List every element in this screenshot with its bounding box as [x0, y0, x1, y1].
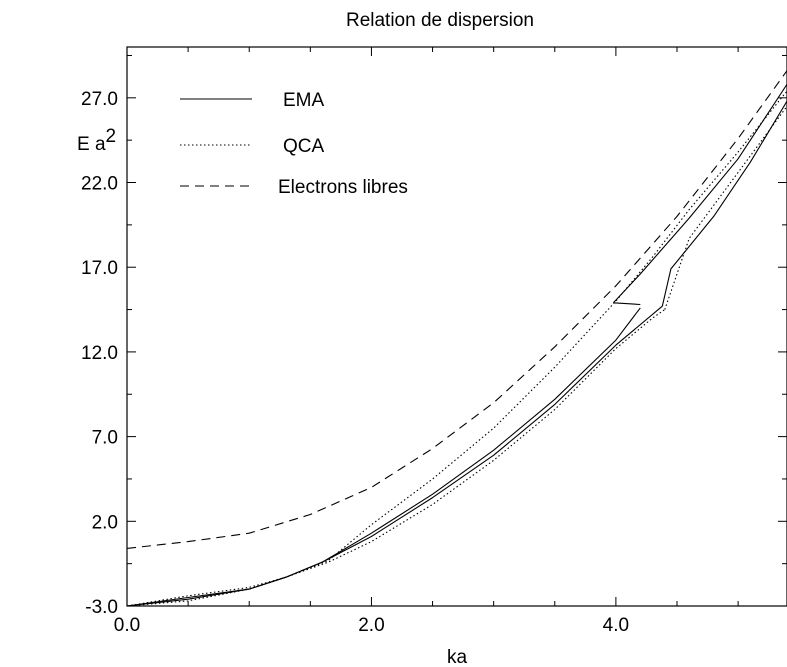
x-axis-label: ka: [447, 647, 468, 667]
series-electrons-libres: [126, 70, 787, 549]
y-tick-label: 22.0: [81, 174, 118, 195]
y-axis-label-main: E a: [77, 134, 106, 155]
series-line-ema: [661, 100, 787, 307]
series-line-qca: [126, 309, 666, 607]
y-tick-label: 2.0: [92, 512, 118, 533]
legend-label-ema: EMA: [283, 90, 325, 111]
x-tick-label: 0.0: [114, 615, 140, 636]
x-axis-tick-labels: 0.0 2.0 4.0: [114, 615, 629, 636]
series-line-ema: [613, 302, 641, 306]
series-line-ema: [126, 307, 641, 607]
legend-label-electrons-libres: Electrons libres: [278, 177, 408, 198]
series-line-qca: [664, 105, 787, 310]
series-qca: [126, 90, 787, 607]
y-axis-label-exponent: 2: [106, 126, 117, 147]
legend: EMA QCA Electrons libres: [180, 90, 408, 198]
x-tick-label: 2.0: [358, 615, 384, 636]
series-line-qca: [126, 90, 787, 607]
y-axis-label: E a2: [77, 126, 116, 155]
legend-label-qca: QCA: [283, 136, 325, 157]
y-tick-label: 17.0: [81, 258, 118, 279]
y-axis-tick-labels: -3.0 2.0 7.0 12.0 17.0 22.0 27.0: [81, 89, 118, 618]
series-line-electrons-libres: [126, 70, 787, 549]
series-lines: [126, 70, 787, 607]
series-ema: [126, 83, 787, 607]
y-tick-label: 7.0: [92, 428, 118, 449]
chart-title: Relation de dispersion: [346, 10, 534, 31]
series-line-ema: [612, 83, 787, 304]
y-axis-ticks: [127, 54, 787, 607]
y-tick-label: 27.0: [81, 89, 118, 110]
series-line-ema: [126, 305, 663, 607]
plot-frame: [126, 46, 787, 607]
y-tick-label: 12.0: [81, 343, 118, 364]
x-tick-label: 4.0: [603, 615, 629, 636]
y-tick-label: -3.0: [85, 597, 118, 618]
x-axis-ticks: [126, 47, 739, 606]
